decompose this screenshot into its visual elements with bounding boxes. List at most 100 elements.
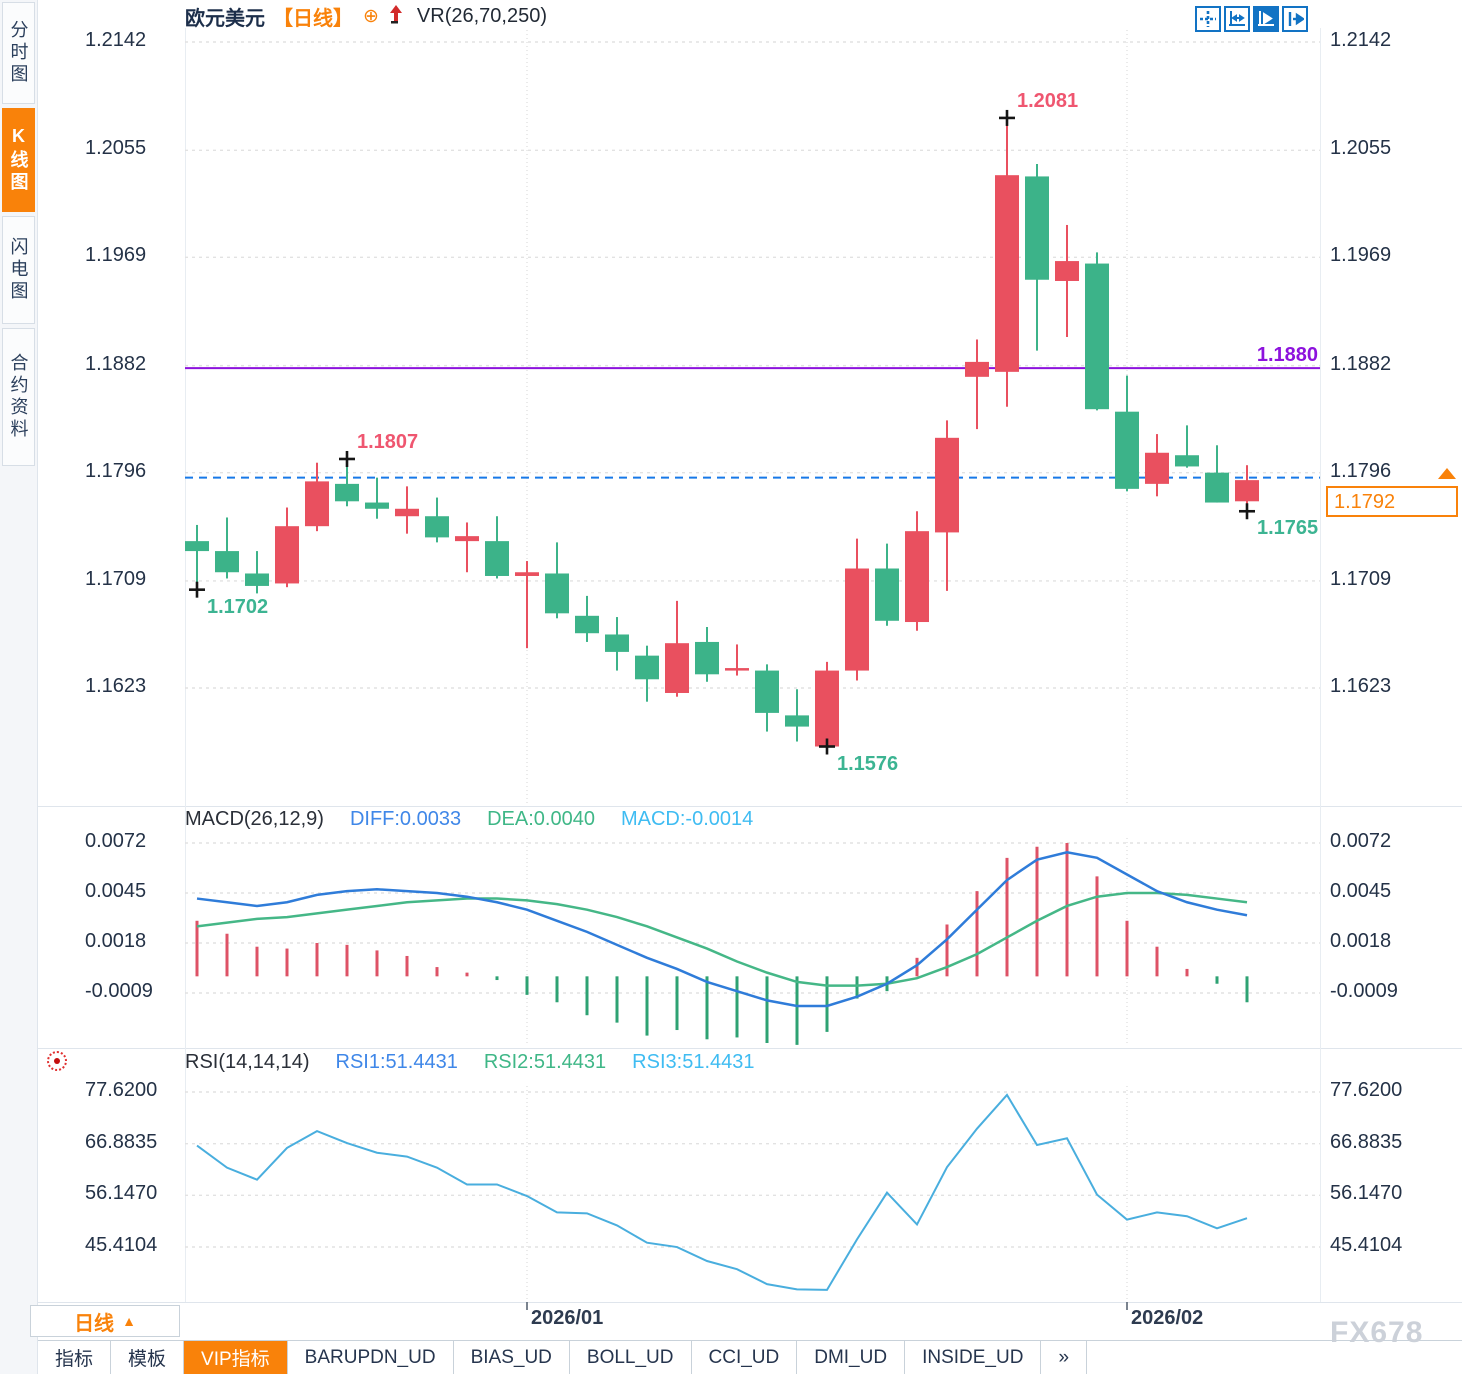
tab-cci-ud[interactable]: CCI_UD [692,1341,798,1374]
sidebar-item-label: 闪电图 [8,237,29,303]
watermark: FX678 [1330,1316,1424,1349]
x-axis-date-label: 2026/01 [531,1307,604,1329]
tab-bias-ud[interactable]: BIAS_UD [454,1341,570,1374]
candle-body [1055,261,1079,281]
candle-body [1025,176,1049,280]
y-axis-tick-left: 66.8835 [85,1130,158,1153]
candle-body [515,572,539,576]
candle-body [635,655,659,680]
rsi-line [196,1093,1248,1291]
candle-body [185,541,209,552]
y-axis-tick-left: -0.0009 [85,980,153,1002]
price-annotation: 1.1702 [207,595,269,618]
y-axis-tick-left: 1.2055 [85,137,147,160]
rsi-title: RSI(14,14,14) [185,1051,310,1073]
sidebar-item-contract-info[interactable]: 合约资料 [2,328,35,466]
period-dropdown-arrow-icon: ▲ [122,1313,136,1329]
candle-body [845,568,869,671]
candle-body [365,502,389,509]
sidebar-item-label: 分时图 [8,20,29,86]
period-label: 日线 [74,1312,115,1335]
y-axis-tick-left: 45.4104 [85,1234,158,1256]
panel-separator [38,806,1462,807]
y-axis-tick-right: 77.6200 [1330,1079,1403,1101]
y-axis-tick-left: 77.6200 [85,1079,158,1101]
red-up-arrow-icon[interactable] [387,4,405,29]
y-axis-tick-right: 1.1623 [1330,675,1392,697]
tab-inside-ud[interactable]: INSIDE_UD [905,1341,1042,1374]
current-price-box: 1.1792 [1326,486,1458,517]
exit-right-icon[interactable] [1282,6,1308,32]
y-axis-tick-right: 1.1709 [1330,567,1392,590]
candle-body [995,175,1019,372]
symbol-name: 欧元美元 [185,7,265,30]
crosshair-target-icon[interactable] [47,1051,67,1071]
candle-body [815,670,839,747]
macd-dea-value: DEA:0.0040 [487,808,595,830]
chart-titlebar: 欧元美元 【日线】 ⊕ VR(26,70,250) [185,3,547,30]
axis-scale-icon[interactable] [1224,6,1250,32]
y-axis-tick-right: 66.8835 [1330,1130,1403,1153]
candle-body [665,643,689,693]
y-axis-tick-left: 56.1470 [85,1182,158,1205]
sidebar-item-label: K线图 [8,126,29,194]
y-axis-tick-left: 0.0072 [85,830,147,852]
panel-separator [38,1302,1462,1303]
price-annotation: 1.2081 [1017,89,1079,112]
candle-body [725,668,749,671]
candle-body [275,526,299,584]
y-axis-tick-left: 0.0045 [85,880,147,902]
candle-body [905,531,929,623]
sidebar-item-label: 合约资料 [8,353,29,441]
rsi3-value: RSI3:51.4431 [632,1051,755,1073]
y-axis-tick-left: 0.0018 [85,930,147,952]
sidebar-item-kline-chart[interactable]: K线图 [2,108,35,212]
tab-more[interactable]: » [1041,1341,1088,1374]
tab-boll-ud[interactable]: BOLL_UD [570,1341,692,1374]
sidebar-item-lightning-chart[interactable]: 闪电图 [2,216,35,324]
axis-play-icon[interactable] [1253,6,1279,32]
y-axis-tick-left: 1.1882 [85,352,147,375]
candle-body [1115,411,1139,489]
y-axis-tick-right: 0.0018 [1330,930,1392,952]
candle-body [785,715,809,727]
period-selector[interactable]: 日线 ▲ [30,1305,180,1337]
macd-panel-header: MACD(26,12,9) DIFF:0.0033 DEA:0.0040 MAC… [185,808,753,831]
macd-value: MACD:-0.0014 [620,808,754,830]
price-up-arrow-icon [1438,468,1456,479]
compass-icon[interactable]: ⊕ [363,5,379,27]
plot-right-border [1320,28,1321,1302]
y-axis-tick-left: 1.2142 [85,29,147,51]
tab-barupdn-ud[interactable]: BARUPDN_UD [288,1341,454,1374]
macd-diff-line [196,850,1248,1008]
tab-templates[interactable]: 模板 [111,1341,185,1374]
period-tag: 【日线】 [273,7,353,30]
y-axis-tick-right: 0.0045 [1330,880,1392,902]
candle-body [245,573,269,586]
candle-body [1175,455,1199,467]
candle-body [605,634,629,652]
tab-dmi-ud[interactable]: DMI_UD [797,1341,906,1374]
candle-body [395,508,419,517]
y-axis-tick-left: 1.1796 [85,459,147,482]
candle-body [875,568,899,621]
candle-body [425,516,449,538]
candle-body [1085,263,1109,410]
rsi-panel-header: RSI(14,14,14) RSI1:51.4431 RSI2:51.4431 … [185,1051,755,1074]
tab-vip-indicators[interactable]: VIP指标 [184,1341,288,1374]
y-axis-tick-right: 56.1470 [1330,1182,1403,1205]
chart-toolbar [1195,6,1308,32]
bottom-tabbar: 指标 模板 VIP指标 BARUPDN_UD BIAS_UD BOLL_UD CCI_UD D… [38,1340,1462,1374]
candle-body [755,670,779,713]
y-axis-tick-left: 1.1969 [85,244,147,267]
candle-body [695,641,719,675]
candle-body [545,573,569,614]
tab-indicators[interactable]: 指标 [38,1341,112,1374]
candle-body [485,541,509,576]
candle-body [575,615,599,634]
y-axis-tick-right: 45.4104 [1330,1234,1403,1256]
candle-body [305,481,329,527]
crosshair-move-icon[interactable] [1195,6,1221,32]
sidebar-item-time-chart[interactable]: 分时图 [2,2,35,104]
